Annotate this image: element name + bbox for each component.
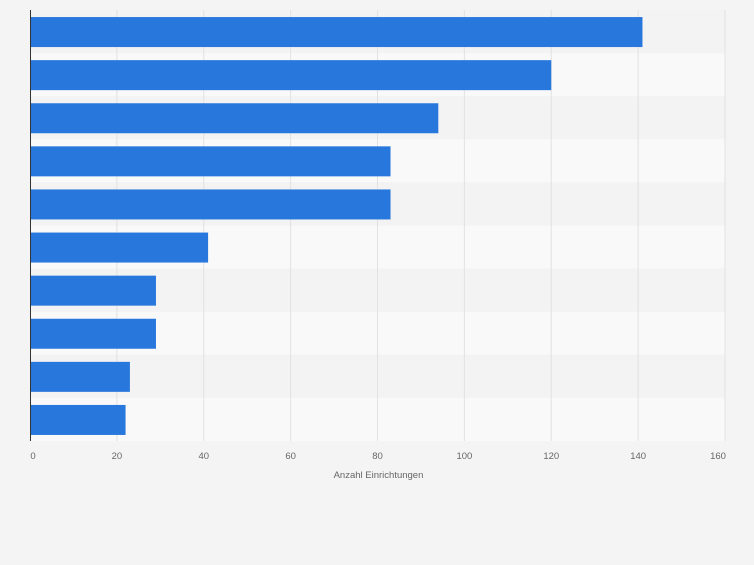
x-tick-labels: 0 20 40 60 80 100 120 140 160 — [30, 451, 726, 462]
bar — [30, 103, 439, 134]
x-tick-label: 40 — [198, 451, 209, 462]
x-tick-label: 100 — [456, 451, 472, 462]
bar — [30, 146, 391, 177]
bar — [30, 361, 130, 392]
bar — [30, 17, 643, 48]
bar — [30, 275, 156, 306]
x-tick-label: 60 — [285, 451, 296, 462]
x-tick-label: 0 — [30, 451, 35, 462]
bar — [30, 232, 209, 263]
bar — [30, 318, 156, 349]
x-tick-label: 120 — [543, 451, 559, 462]
bar — [30, 60, 552, 91]
x-axis-label: Anzahl Einrichtungen — [334, 470, 424, 481]
bar — [30, 404, 126, 435]
x-tick-label: 80 — [372, 451, 383, 462]
x-tick-label: 140 — [630, 451, 646, 462]
x-tick-label: 20 — [112, 451, 123, 462]
bars — [30, 17, 643, 435]
bar — [30, 189, 391, 220]
x-tick-label: 160 — [710, 451, 726, 462]
